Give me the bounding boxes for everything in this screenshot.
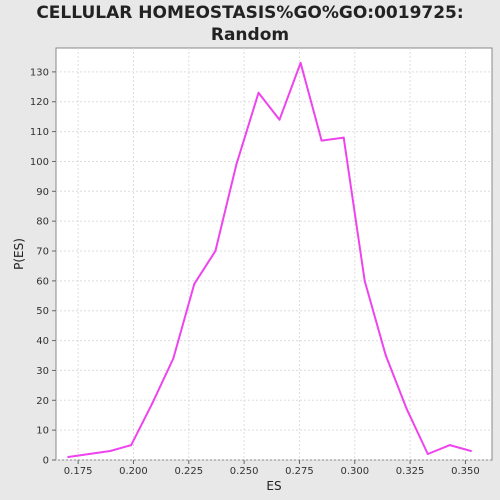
x-tick-label: 0.275 — [285, 466, 314, 477]
data-point — [130, 444, 133, 447]
y-axis-label: P(ES) — [12, 238, 26, 270]
y-tick-label: 90 — [36, 187, 49, 198]
data-point — [278, 118, 281, 121]
data-point — [214, 250, 217, 253]
plot-area — [55, 47, 493, 461]
y-tick-label: 30 — [36, 366, 49, 377]
y-tick-label: 20 — [36, 396, 49, 407]
y-tick-label: 0 — [43, 456, 49, 467]
data-point — [426, 453, 429, 456]
axes: 0 10 20 30 40 50 60 70 80 90 100 110 120 130 0.175 0.20… — [30, 67, 480, 477]
data-point — [172, 357, 175, 360]
data-point — [469, 450, 472, 453]
y-tick-label: 110 — [30, 127, 49, 138]
x-tick-label: 0.175 — [64, 466, 93, 477]
data-point — [363, 279, 366, 282]
y-tick-label: 100 — [30, 157, 49, 168]
data-point — [405, 408, 408, 411]
grid-lines — [56, 48, 492, 461]
y-tick-label: 130 — [30, 67, 49, 78]
y-tick-label: 40 — [36, 336, 49, 347]
data-point — [151, 402, 154, 405]
x-tick-label: 0.225 — [174, 466, 203, 477]
x-tick-label: 0.325 — [396, 466, 425, 477]
data-point — [320, 139, 323, 142]
data-point — [193, 282, 196, 285]
chart-title-line-1: CELLULAR HOMEOSTASIS%GO%GO:0019725: Rand… — [36, 3, 464, 45]
x-tick-label: 0.200 — [119, 466, 148, 477]
series-line — [68, 61, 472, 458]
y-tick-label: 60 — [36, 276, 49, 287]
data-point — [342, 136, 345, 139]
series-layer — [67, 61, 472, 459]
data-point — [109, 450, 112, 453]
data-point — [257, 91, 260, 94]
data-point — [299, 61, 302, 64]
data-point — [67, 456, 70, 459]
y-tick-label: 120 — [30, 97, 49, 108]
x-tick-label: 0.300 — [340, 466, 369, 477]
x-tick-label: 0.250 — [230, 466, 259, 477]
y-tick-label: 70 — [36, 247, 49, 258]
y-tick-label: 50 — [36, 306, 49, 317]
y-tick-label: 80 — [36, 217, 49, 228]
data-point — [88, 453, 91, 456]
data-point — [235, 163, 238, 166]
data-point — [384, 354, 387, 357]
y-tick-label: 10 — [36, 426, 49, 437]
data-point — [448, 444, 451, 447]
x-tick-label: 0.350 — [451, 466, 480, 477]
x-axis-label: ES — [266, 479, 281, 493]
